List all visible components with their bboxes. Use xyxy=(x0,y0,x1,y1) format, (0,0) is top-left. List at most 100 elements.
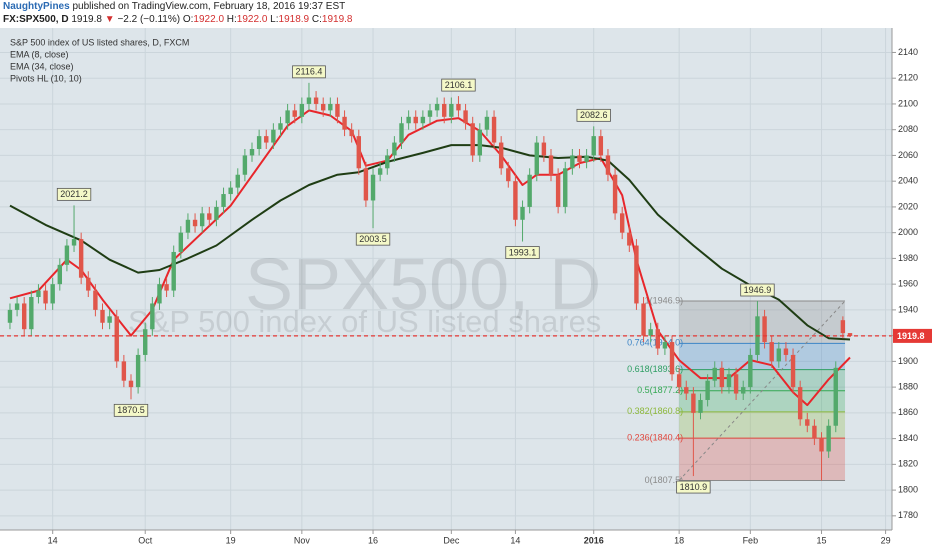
candle-body xyxy=(185,219,191,233)
pivot-box xyxy=(576,108,611,122)
candle-body xyxy=(555,174,561,207)
legend-entry: EMA (8, close) xyxy=(10,49,69,59)
candle-body xyxy=(684,387,689,394)
y-tick-label: 2000 xyxy=(898,227,918,237)
published: published on TradingView.com, February 1… xyxy=(72,1,346,12)
pivot-value: 1810.9 xyxy=(680,482,708,492)
candle-body xyxy=(235,174,240,188)
candle-body xyxy=(199,213,205,227)
candle-body xyxy=(100,309,105,323)
x-tick-label: Oct xyxy=(138,535,153,545)
candle-body xyxy=(826,425,831,452)
candle-body xyxy=(449,103,454,117)
candle-body xyxy=(342,116,347,130)
y-tick-label: 1940 xyxy=(898,304,918,314)
watermark-subtitle: S&P 500 index of US listed shares xyxy=(128,304,601,339)
fib-trendline xyxy=(678,300,846,481)
candle-body xyxy=(520,206,525,220)
candle-body xyxy=(797,387,803,420)
pivot-value: 1946.9 xyxy=(744,285,772,295)
candle-body xyxy=(833,367,838,426)
candle-body xyxy=(598,136,604,156)
candle-body xyxy=(29,297,34,330)
candle-body xyxy=(470,123,475,156)
x-tick-label: 2016 xyxy=(584,535,604,545)
candle-body xyxy=(577,155,582,162)
candle-body xyxy=(719,367,725,388)
legend-entry: Pivots HL (10, 10) xyxy=(10,73,82,83)
x-tick-label: 14 xyxy=(48,535,58,545)
x-tick-label: Feb xyxy=(743,535,759,545)
l-label: L: xyxy=(270,14,279,25)
fib-label: 1(1946.9) xyxy=(645,295,684,305)
candle-body xyxy=(207,213,212,220)
candle-body xyxy=(847,333,853,336)
candle-body xyxy=(563,168,568,207)
ema-line xyxy=(9,144,851,341)
candle-body xyxy=(819,438,824,452)
y-tick-label: 1780 xyxy=(898,510,918,520)
author[interactable]: NaughtyPines xyxy=(3,1,70,12)
pivot-box xyxy=(676,480,711,494)
candle-body xyxy=(271,129,276,143)
candle-body xyxy=(392,142,397,156)
last-price-box xyxy=(893,328,932,343)
y-tick-label: 1960 xyxy=(898,279,918,289)
candle-body xyxy=(370,174,376,201)
y-tick-label: 2100 xyxy=(898,98,918,108)
candle-body xyxy=(655,329,660,349)
candle-body xyxy=(278,123,283,130)
candle-body xyxy=(605,155,611,175)
candle-body xyxy=(498,142,504,169)
pivot-box xyxy=(292,65,326,79)
candle-body xyxy=(527,174,532,207)
l-value: 1918.9 xyxy=(278,14,310,25)
candle-body xyxy=(456,103,461,111)
candle-body xyxy=(214,206,219,220)
y-tick-label: 2120 xyxy=(898,73,918,83)
c-label: C: xyxy=(311,14,322,25)
candle-body xyxy=(619,213,625,233)
candle-body xyxy=(584,155,589,162)
last: 1919.8 xyxy=(71,14,102,25)
change: −2.2 (−0.11%) xyxy=(117,14,181,25)
candle-body xyxy=(264,136,269,143)
candle-body xyxy=(627,232,632,246)
candle-body xyxy=(135,354,141,388)
pivot-value: 1993.1 xyxy=(509,247,537,257)
candle-body xyxy=(335,103,340,117)
y-tick-label: 2040 xyxy=(898,176,918,186)
candle-body xyxy=(541,142,547,156)
candle-body xyxy=(748,354,753,388)
pivot-value: 2106.1 xyxy=(445,80,473,90)
candle-body xyxy=(192,219,198,227)
pivot-label: 2021.2 xyxy=(56,187,92,201)
candle-body xyxy=(676,374,682,388)
candle-body xyxy=(648,329,653,336)
fib-label: 0(1807.5) xyxy=(645,475,684,485)
candle-body xyxy=(399,123,404,143)
candle-body xyxy=(285,110,290,124)
candle-body xyxy=(442,103,447,117)
candle-body xyxy=(249,148,255,156)
candle-body xyxy=(78,239,84,278)
price-axis-background xyxy=(893,28,932,530)
h-value: 1922.0 xyxy=(236,14,268,25)
candle-body xyxy=(406,116,411,124)
fib-zone xyxy=(679,369,846,391)
candle-body xyxy=(57,264,63,285)
x-tick-label: 18 xyxy=(674,535,684,545)
candle-body xyxy=(93,290,98,310)
legend-title: S&P 500 index of US listed shares, D, FX… xyxy=(10,37,189,47)
candle-body xyxy=(726,374,732,388)
last-price-label: 1919.8 xyxy=(897,331,925,341)
y-tick-label: 2080 xyxy=(898,124,918,134)
x-tick-label: 15 xyxy=(817,535,827,545)
chart: SPX500, D S&P 500 index of US listed sha… xyxy=(0,28,932,545)
candle-body xyxy=(150,303,155,330)
candle-body xyxy=(776,348,782,362)
y-tick-label: 1980 xyxy=(898,253,918,263)
candle-body xyxy=(228,187,233,195)
candle-body xyxy=(71,239,77,246)
